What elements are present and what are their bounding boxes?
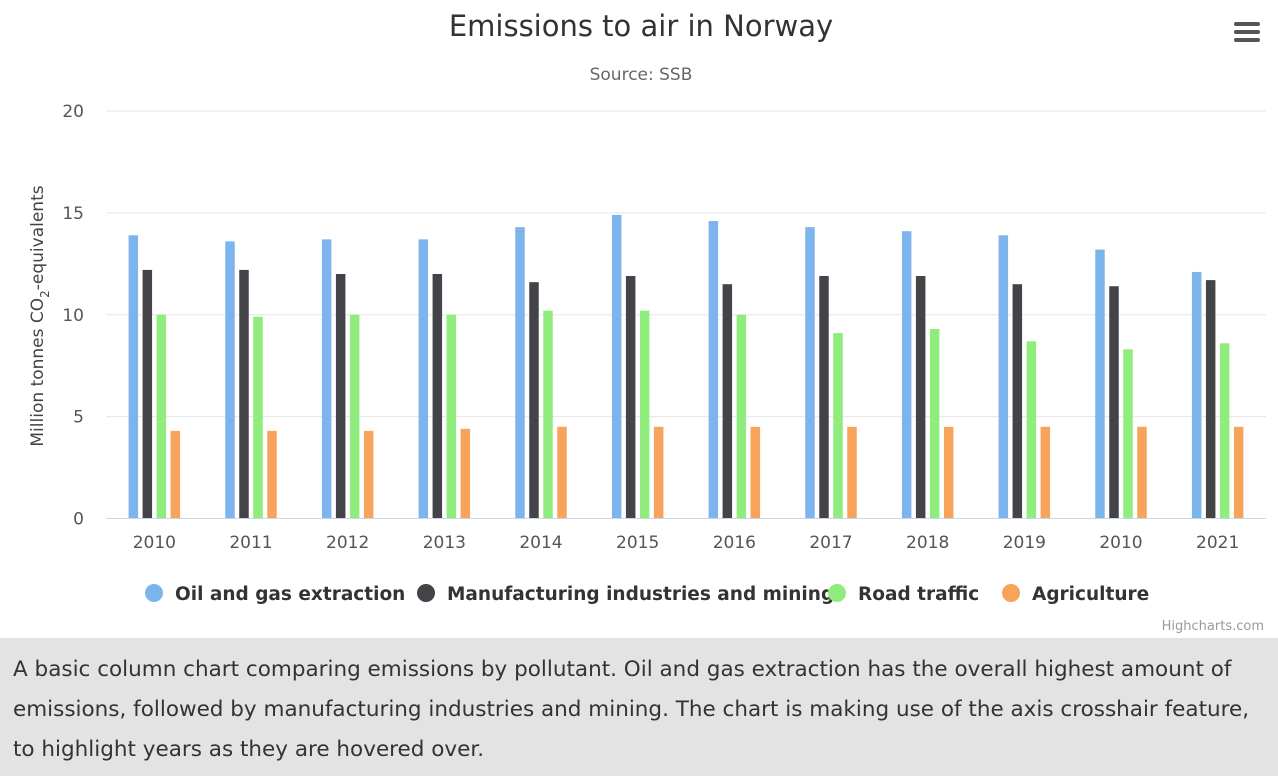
bar <box>529 282 539 519</box>
bar <box>239 269 249 519</box>
bar <box>142 269 153 519</box>
x-tick-label: 2013 <box>423 533 466 553</box>
x-tick-label: 2019 <box>1003 533 1046 553</box>
bar <box>639 310 650 519</box>
credits-link[interactable]: Highcharts.com <box>1162 619 1264 634</box>
bar <box>156 314 167 519</box>
bar <box>460 428 471 519</box>
bar <box>819 276 829 519</box>
bar <box>1205 280 1216 519</box>
bar <box>225 241 235 519</box>
legend-marker[interactable] <box>1002 584 1020 602</box>
bar <box>446 314 457 519</box>
bar <box>1137 426 1147 519</box>
bar <box>515 227 525 519</box>
bar <box>349 314 360 519</box>
bar <box>1026 341 1037 519</box>
bar <box>1219 343 1230 519</box>
x-tick-label: 2017 <box>809 533 852 553</box>
bar <box>611 214 622 519</box>
x-tick-label: 2011 <box>229 533 272 553</box>
bar <box>805 227 815 519</box>
y-tick-label: 20 <box>62 102 84 122</box>
x-tick-label: 2018 <box>906 533 949 553</box>
bar <box>1040 426 1051 519</box>
bar <box>1012 284 1023 519</box>
bar <box>915 276 926 519</box>
x-tick-label: 2016 <box>713 533 756 553</box>
y-tick-label: 5 <box>73 408 84 428</box>
bar <box>833 333 843 519</box>
legend-label[interactable]: Road traffic <box>858 584 979 605</box>
bar <box>653 426 664 519</box>
y-axis-title: Million tonnes CO2-equivalents <box>28 185 52 446</box>
chart-caption: A basic column chart comparing emissions… <box>0 638 1278 776</box>
bar <box>847 426 857 519</box>
bar <box>929 329 940 519</box>
bar <box>432 274 443 519</box>
legend: Oil and gas extraction Manufacturing indu… <box>145 584 1149 605</box>
chart-container: Emissions to air in Norway Source: SSB 0… <box>28 9 1266 634</box>
chart-svg: Emissions to air in Norway Source: SSB 0… <box>28 9 1266 634</box>
bar <box>750 426 761 519</box>
legend-item[interactable]: Agriculture <box>1002 584 1149 605</box>
x-tick-label: 2012 <box>326 533 369 553</box>
chart-subtitle: Source: SSB <box>590 65 693 85</box>
legend-label[interactable]: Agriculture <box>1032 584 1149 605</box>
bar <box>557 426 567 519</box>
bar <box>1191 271 1202 519</box>
y-tick-label: 10 <box>62 306 84 326</box>
bar <box>1109 286 1119 519</box>
legend-item[interactable]: Oil and gas extraction <box>145 584 405 605</box>
bar <box>722 284 733 519</box>
legend-marker[interactable] <box>145 584 163 602</box>
x-tick-label: 2010 <box>133 533 176 553</box>
bar <box>253 316 263 519</box>
x-tick-label: 2010 <box>1099 533 1142 553</box>
y-tick-label: 15 <box>62 204 84 224</box>
bar <box>418 239 429 519</box>
bar <box>901 231 912 519</box>
legend-item[interactable]: Road traffic <box>828 584 979 605</box>
bar <box>1233 426 1244 519</box>
legend-item[interactable]: Manufacturing industries and mining <box>417 584 834 605</box>
x-tick-label: 2015 <box>616 533 659 553</box>
legend-marker[interactable] <box>828 584 846 602</box>
bar <box>267 430 277 519</box>
context-menu-button[interactable] <box>1230 18 1264 48</box>
grid-lines <box>106 110 1266 418</box>
bar <box>543 310 553 519</box>
x-tick-label: 2021 <box>1196 533 1239 553</box>
bar <box>321 239 332 519</box>
bar <box>1095 249 1105 519</box>
bar <box>708 221 719 519</box>
x-axis-labels: 2010 2011 2012 2013 2014 2015 2016 2017 2018 2019… <box>133 533 1240 553</box>
legend-label[interactable]: Oil and gas extraction <box>175 584 405 605</box>
hamburger-menu-icon[interactable] <box>1234 22 1260 42</box>
bar <box>736 314 747 519</box>
bar <box>998 235 1009 519</box>
y-axis-labels: 0 5 10 15 20 <box>62 102 84 530</box>
bar <box>943 426 954 519</box>
bar <box>128 235 139 519</box>
bar <box>1123 349 1133 519</box>
bar <box>625 276 636 519</box>
x-tick-label: 2014 <box>519 533 562 553</box>
bars <box>128 214 1244 519</box>
bar <box>170 430 181 519</box>
bar <box>363 430 374 519</box>
legend-label[interactable]: Manufacturing industries and mining <box>447 584 834 605</box>
y-tick-label: 0 <box>73 510 84 530</box>
chart-title: Emissions to air in Norway <box>449 9 833 43</box>
bar <box>335 274 346 519</box>
legend-marker[interactable] <box>417 584 435 602</box>
